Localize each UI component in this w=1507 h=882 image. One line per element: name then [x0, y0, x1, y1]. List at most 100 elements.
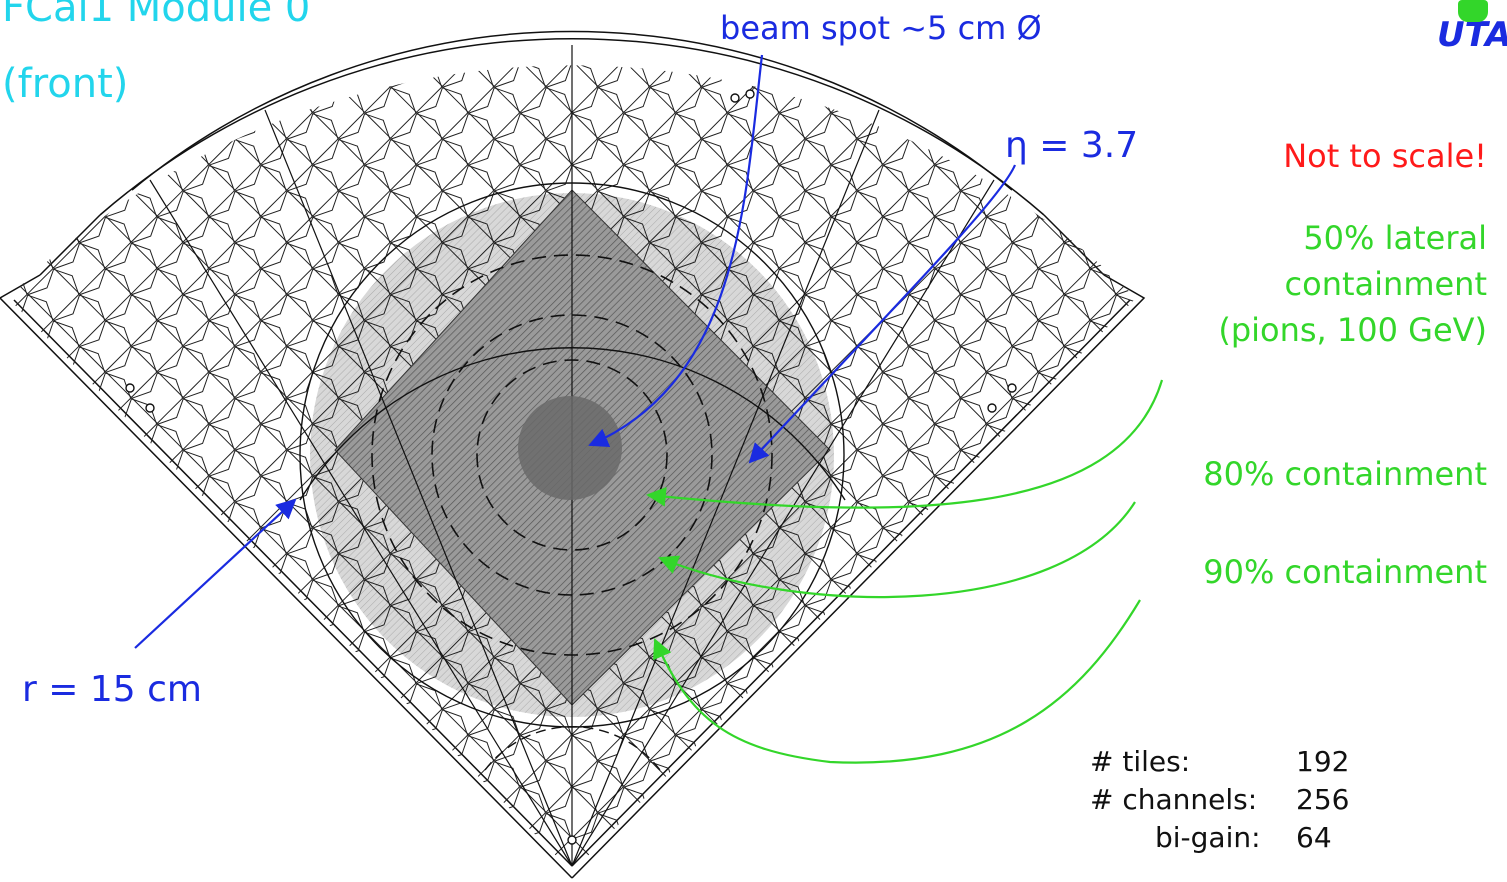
tile — [830, 139, 883, 191]
tile — [675, 761, 728, 813]
tile — [623, 87, 676, 139]
tile — [79, 475, 132, 528]
tile — [0, 658, 1, 708]
tile — [934, 190, 987, 243]
tile — [908, 475, 961, 528]
tile — [1195, 347, 1245, 397]
tile — [131, 320, 184, 373]
tile — [675, 605, 728, 658]
tile — [908, 579, 961, 632]
tile — [1090, 553, 1136, 606]
tile — [727, 190, 780, 243]
tile — [157, 761, 209, 813]
tile — [1273, 373, 1323, 423]
tile — [260, 190, 313, 243]
tile — [830, 709, 883, 762]
tile — [286, 113, 339, 165]
tile — [805, 527, 857, 580]
tile — [908, 424, 961, 476]
tile — [27, 164, 80, 217]
tile — [157, 65, 209, 88]
tile — [208, 346, 261, 399]
tile — [364, 761, 417, 813]
tile — [53, 553, 106, 606]
tile — [830, 346, 883, 399]
tile — [856, 683, 909, 736]
tile — [701, 216, 754, 269]
tile — [1116, 216, 1136, 269]
tile — [0, 192, 1, 242]
tile — [753, 683, 806, 736]
containment-80-label: 80% containment — [1203, 455, 1487, 493]
beam-spot — [518, 396, 622, 500]
tile — [182, 216, 235, 269]
tile — [882, 812, 935, 865]
tile — [753, 787, 806, 839]
tile — [468, 139, 520, 191]
containment-80-arrow — [658, 501, 1136, 599]
tile — [727, 812, 780, 865]
tile — [986, 761, 1039, 813]
tile — [0, 243, 1, 293]
tile — [830, 398, 883, 451]
tile — [157, 242, 209, 295]
tile — [805, 268, 857, 321]
tile — [8, 475, 28, 528]
tile — [1143, 606, 1193, 656]
tile — [727, 709, 780, 762]
tile — [753, 216, 806, 269]
tile — [1350, 399, 1400, 449]
tile — [234, 372, 287, 425]
tile — [53, 139, 106, 191]
tile — [779, 139, 832, 191]
tile — [286, 735, 339, 787]
tile — [1012, 268, 1065, 321]
tile — [364, 65, 417, 88]
tile — [571, 761, 624, 813]
tile — [1143, 347, 1193, 397]
tile — [105, 761, 158, 813]
stat-bigain-label: bi-gain: — [1155, 821, 1261, 854]
tile — [986, 553, 1039, 606]
tile — [519, 761, 572, 813]
tile — [1064, 631, 1117, 684]
tile — [1195, 606, 1245, 656]
tile — [157, 398, 209, 451]
tile — [53, 242, 106, 295]
tile — [260, 139, 313, 191]
tile — [53, 709, 106, 762]
tile — [338, 320, 391, 373]
tile — [182, 424, 235, 476]
tile — [8, 605, 54, 658]
tile — [338, 527, 391, 580]
tile — [53, 501, 106, 554]
tile — [1038, 190, 1091, 243]
tile — [1038, 605, 1091, 658]
tile — [182, 372, 235, 425]
tile — [1064, 216, 1117, 269]
tile — [623, 139, 676, 191]
tile — [805, 631, 857, 684]
tile — [1143, 295, 1193, 345]
eta-arrow — [748, 164, 1017, 464]
eta-label: η = 3.7 — [1005, 125, 1139, 166]
tile — [856, 424, 909, 476]
lateral-label-1: 50% lateral — [1303, 219, 1487, 257]
tile — [468, 812, 520, 865]
tile — [1169, 269, 1219, 319]
inner-arc — [484, 725, 661, 771]
tile — [519, 139, 572, 191]
tile — [779, 242, 832, 295]
tile — [27, 216, 80, 269]
tile — [1195, 503, 1245, 553]
tile — [1169, 321, 1219, 371]
tile — [675, 190, 728, 243]
tile — [856, 475, 909, 528]
tile — [649, 113, 702, 165]
tile — [53, 761, 106, 813]
tile — [105, 605, 158, 658]
tile — [0, 503, 1, 553]
tile — [649, 787, 702, 839]
tile — [882, 605, 935, 658]
tile — [105, 346, 158, 399]
